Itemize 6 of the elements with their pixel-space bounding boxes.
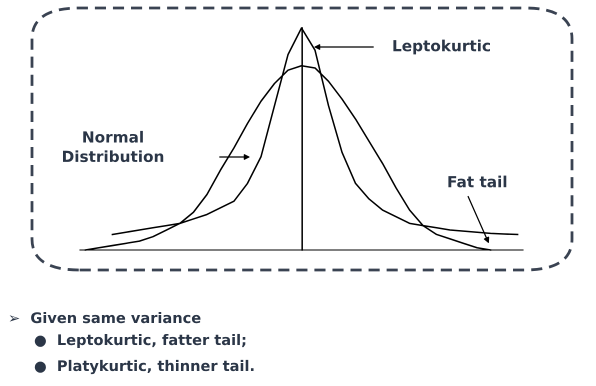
annotation: Leptokurtic: [393, 40, 490, 54]
annotation: Normal Distribution: [63, 130, 164, 162]
text: ● Platykurtic, thinner tail.: [34, 360, 254, 374]
text: ● Leptokurtic, fatter tail;: [34, 334, 246, 348]
text: ➢ Given same variance: [10, 312, 200, 324]
annotation: Fat tail: [448, 176, 506, 188]
